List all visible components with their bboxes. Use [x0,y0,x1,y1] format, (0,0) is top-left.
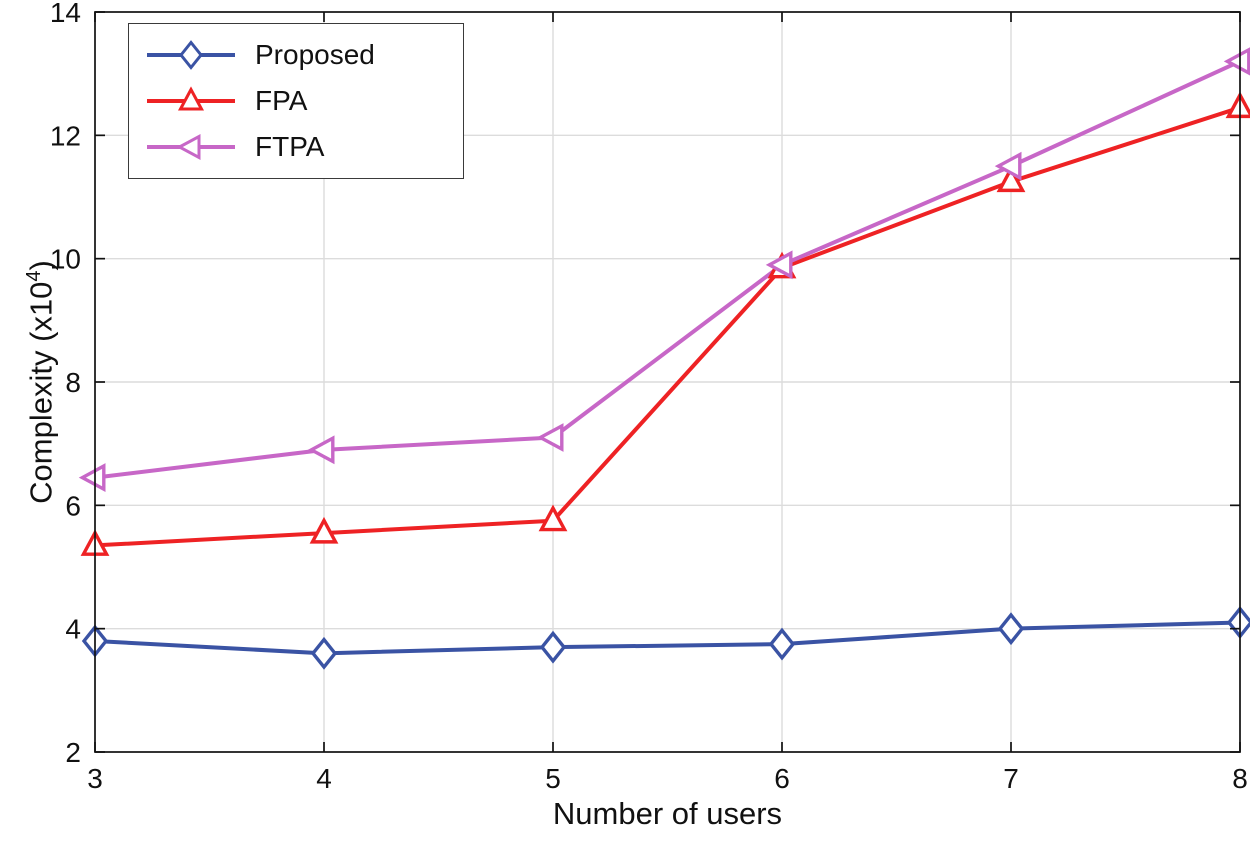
y-tick-label: 8 [65,367,81,398]
legend-label: Proposed [255,39,375,70]
diamond-marker-icon [310,636,338,670]
series-line-fpa [94,105,1241,548]
legend-label: FTPA [255,131,325,162]
legend-item-fpa: FPA [143,78,443,124]
y-tick-label: 4 [65,614,81,645]
legend-item-proposed: Proposed [143,32,443,78]
y-tick-label: 10 [50,244,81,275]
legend-diamond-sample-icon [147,40,235,70]
triangle-left-marker-icon [765,250,793,280]
x-tick-label: 3 [87,763,103,794]
diamond-marker-icon [997,612,1025,646]
triangle-up-marker-icon [309,516,339,544]
legend-triangle-left-sample-icon [147,133,235,161]
y-axis-label-close: ) [23,260,59,271]
triangle-left-marker-icon [536,423,564,452]
y-axis-label-exponent: 4 [23,270,45,282]
y-tick-label: 2 [65,737,81,768]
x-tick-label: 5 [545,763,561,794]
triangle-left-marker-icon [307,435,335,465]
y-tick-label: 14 [50,0,81,28]
legend-item-ftpa: FTPA [143,124,443,170]
x-axis-label: Number of users [552,796,783,831]
diamond-marker-icon [768,627,796,661]
triangle-left-marker-icon [78,463,106,492]
triangle-left-marker-icon [1223,47,1250,76]
triangle-up-marker-icon [538,504,568,532]
legend: Proposed FPA FTPA [128,23,464,179]
x-tick-label: 6 [774,763,790,794]
legend-triangle-up-sample-icon [147,86,235,111]
series-line-ftpa [94,59,1241,480]
x-tick-label: 4 [316,763,332,794]
y-axis-label: Complexity (x104) [2,0,66,764]
legend-label: FPA [255,85,308,116]
y-tick-label: 12 [50,120,81,151]
triangle-up-marker-icon [996,165,1026,193]
y-tick-label: 6 [65,490,81,521]
y-axis-label-text: Complexity (x10 [23,281,59,504]
series-line-proposed [94,620,1241,656]
x-tick-label: 7 [1003,763,1019,794]
diamond-marker-icon [539,630,567,664]
x-tick-label: 8 [1232,763,1248,794]
triangle-left-marker-icon [994,151,1022,181]
